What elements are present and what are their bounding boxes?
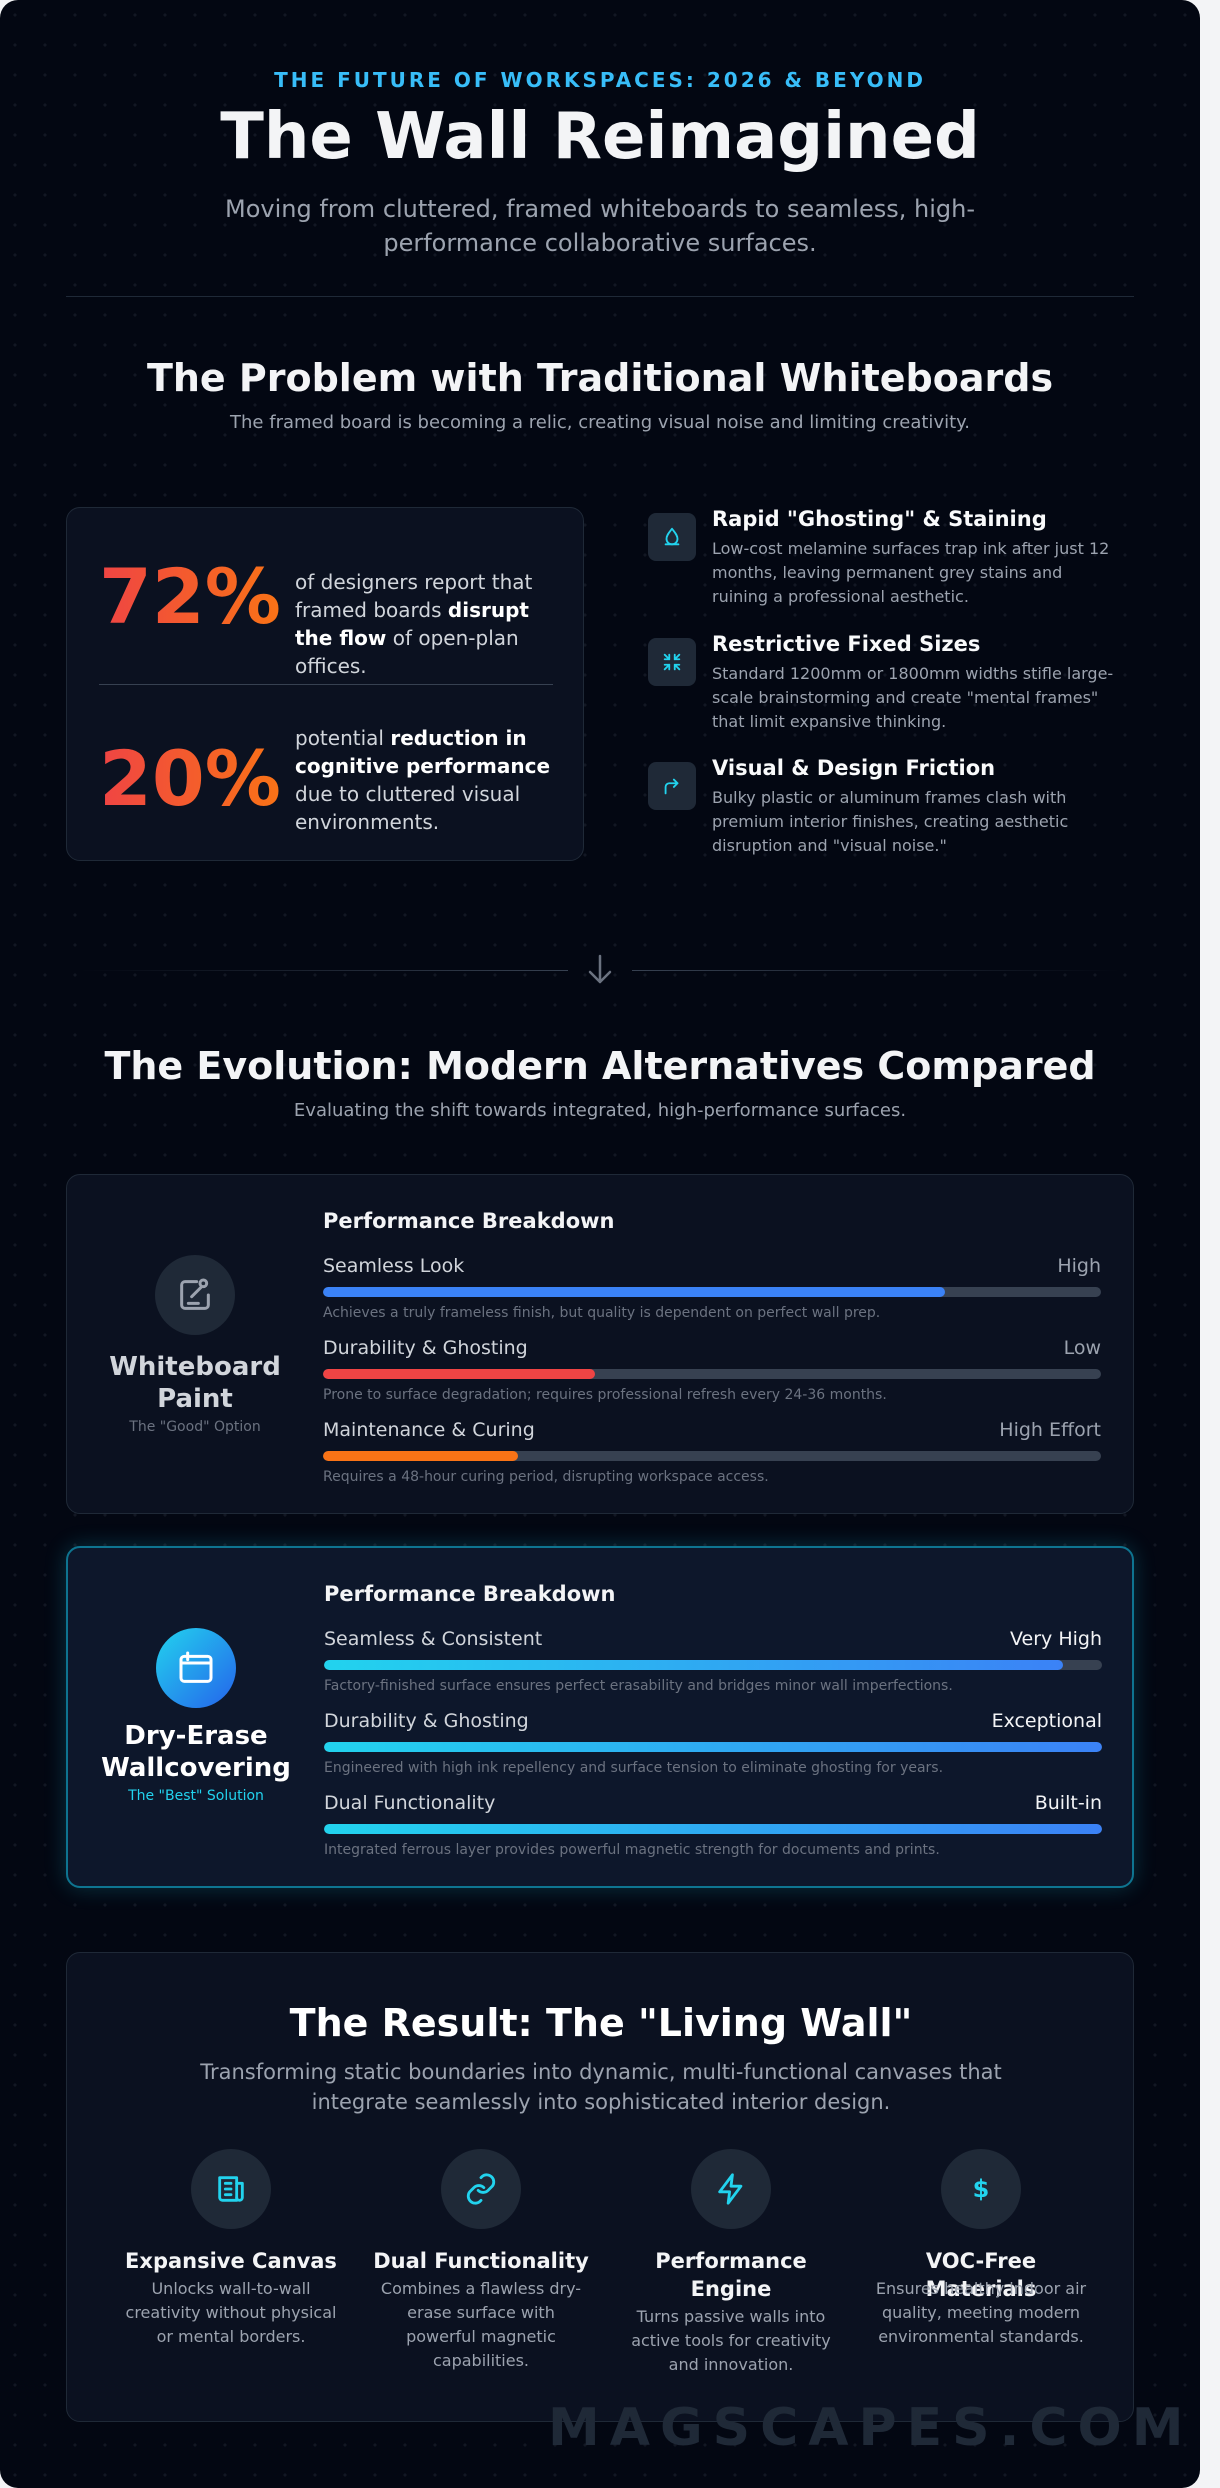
metric-fill — [323, 1287, 946, 1297]
feature-desc: Ensures healthy indoor air quality, meet… — [875, 2279, 1087, 2346]
metric-desc: Factory-finished surface ensures perfect… — [324, 1678, 953, 1694]
breakdown-title: Performance Breakdown — [323, 1209, 615, 1233]
metric-fill — [324, 1742, 1102, 1752]
alternative-card-paint: Whiteboard Paint The "Good" Option Perfor… — [66, 1174, 1134, 1514]
alternative-tag: The "Good" Option — [129, 1419, 261, 1435]
metric-desc: Achieves a truly frameless finish, but q… — [323, 1305, 881, 1321]
watermark: MAGSCAPES.COM — [548, 2398, 1194, 2458]
metric-track — [324, 1824, 1102, 1834]
metric-value: Built-in — [1034, 1792, 1102, 1814]
metric-label: Seamless & Consistent — [324, 1628, 543, 1650]
feature-desc: Turns passive walls into active tools fo… — [631, 2307, 831, 2374]
stat-divider — [99, 684, 553, 685]
document-icon — [191, 2149, 271, 2229]
metric-desc: Engineered with high ink repellency and … — [324, 1760, 944, 1776]
issue-title: Rapid "Ghosting" & Staining — [712, 507, 1047, 531]
stat-text: of designers report that framed boards d… — [295, 570, 533, 678]
shrink-icon — [648, 638, 696, 686]
dollar-icon: $ — [941, 2149, 1021, 2229]
feature-desc: Unlocks wall-to-wall creativity without … — [125, 2279, 337, 2346]
metric-track — [323, 1369, 1101, 1379]
lightning-icon — [691, 2149, 771, 2229]
evolution-subtitle: Evaluating the shift towards integrated,… — [293, 1100, 907, 1121]
problem-title: The Problem with Traditional Whiteboards — [146, 356, 1054, 400]
paint-brush-icon — [155, 1255, 235, 1335]
metric-fill — [324, 1660, 1064, 1670]
feature-title: Expansive Canvas — [125, 2249, 337, 2273]
page-subtitle: Moving from cluttered, framed whiteboard… — [225, 195, 975, 257]
metric-track — [323, 1287, 1101, 1297]
result-subtitle: Transforming static boundaries into dyna… — [200, 2060, 1002, 2114]
alternative-name: Dry-Erase Wallcovering — [101, 1721, 291, 1783]
alternative-card-wallcovering: Dry-Erase Wallcovering The "Best" Solutio… — [66, 1546, 1134, 1888]
issue-desc: Low-cost melamine surfaces trap ink afte… — [712, 539, 1110, 606]
issue-title: Restrictive Fixed Sizes — [712, 632, 981, 656]
metric-label: Durability & Ghosting — [324, 1710, 529, 1732]
issue-title: Visual & Design Friction — [712, 756, 996, 780]
page-title: The Wall Reimagined — [220, 100, 980, 174]
section-divider-left — [80, 970, 568, 971]
metric-track — [324, 1660, 1102, 1670]
stat-text: potential reduction in cognitive perform… — [295, 726, 551, 834]
feature-title: Dual Functionality — [373, 2249, 589, 2273]
metric-label: Seamless Look — [323, 1255, 465, 1277]
metric-label: Dual Functionality — [324, 1792, 496, 1814]
breakdown-title: Performance Breakdown — [324, 1582, 616, 1606]
feature-title: VOC-Free Materials — [925, 2249, 1037, 2301]
eyebrow: THE FUTURE OF WORKSPACES: 2026 & BEYOND — [274, 68, 926, 92]
stat-value: 72% — [99, 552, 281, 641]
link-icon — [441, 2149, 521, 2229]
metric-value: Very High — [1010, 1628, 1102, 1650]
metric-value: High Effort — [999, 1419, 1101, 1441]
metric-track — [324, 1742, 1102, 1752]
metric-label: Maintenance & Curing — [323, 1419, 535, 1441]
metric-desc: Prone to surface degradation; requires p… — [323, 1387, 887, 1403]
section-divider-right — [632, 970, 1120, 971]
friction-icon — [648, 762, 696, 810]
stat-value: 20% — [99, 734, 281, 823]
metric-fill — [323, 1369, 596, 1379]
header-divider — [66, 296, 1134, 297]
stain-icon — [648, 513, 696, 561]
alternative-name: Whiteboard Paint — [109, 1352, 281, 1414]
problem-subtitle: The framed board is becoming a relic, cr… — [230, 412, 970, 433]
issue-desc: Standard 1200mm or 1800mm widths stifle … — [712, 664, 1114, 731]
metric-desc: Integrated ferrous layer provides powerf… — [324, 1842, 940, 1858]
arrow-down-icon — [588, 954, 612, 984]
result-title: The Result: The "Living Wall" — [289, 2001, 913, 2045]
metric-fill — [324, 1824, 1102, 1834]
stats-card: 72% of designers report that framed boar… — [66, 507, 584, 861]
metric-track — [323, 1451, 1101, 1461]
metric-value: Low — [1063, 1337, 1101, 1359]
metric-desc: Requires a 48-hour curing period, disrup… — [323, 1469, 769, 1485]
metric-value: Exceptional — [991, 1710, 1102, 1732]
result-card: The Result: The "Living Wall" Transformi… — [66, 1952, 1134, 2422]
evolution-title: The Evolution: Modern Alternatives Compa… — [104, 1044, 1096, 1088]
feature-title: Performance Engine — [655, 2249, 807, 2301]
metric-label: Durability & Ghosting — [323, 1337, 528, 1359]
stat-72: 72% of designers report that framed boar… — [99, 542, 569, 678]
feature-desc: Combines a flawless dry-erase surface wi… — [380, 2279, 582, 2370]
issue-desc: Bulky plastic or aluminum frames clash w… — [712, 788, 1069, 855]
alternative-tag: The "Best" Solution — [128, 1788, 264, 1804]
wallcovering-icon — [156, 1628, 236, 1708]
metric-value: High — [1057, 1255, 1101, 1277]
stat-20: 20% potential reduction in cognitive per… — [99, 718, 569, 838]
metric-fill — [323, 1451, 518, 1461]
